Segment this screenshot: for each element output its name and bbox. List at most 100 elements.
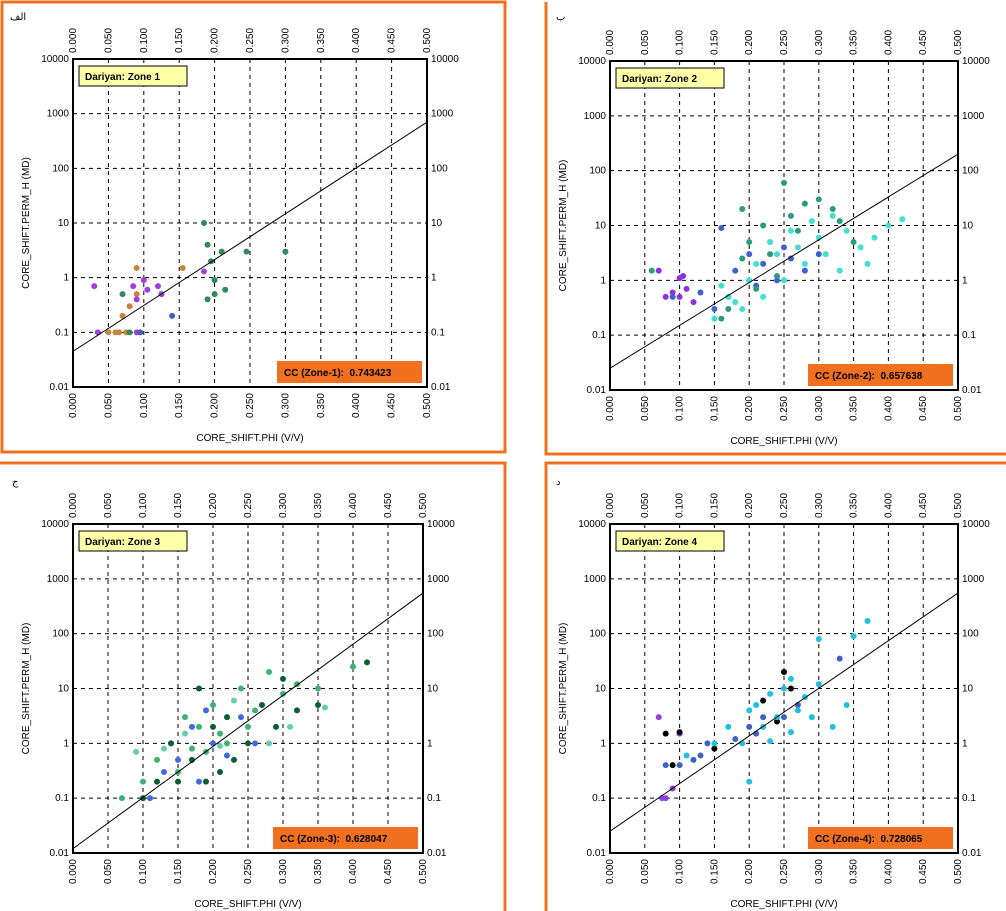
point — [662, 293, 669, 300]
x-tick-label: 0.050 — [640, 859, 651, 884]
point — [850, 239, 857, 246]
y-tick-label: 10 — [58, 218, 70, 229]
y-tick-label: 100 — [589, 629, 606, 640]
y-tick-label: 100 — [52, 629, 69, 640]
point — [774, 718, 781, 725]
y-tick-label: 1000 — [584, 574, 607, 585]
x-tick-label: 0.250 — [243, 859, 254, 884]
point — [224, 714, 230, 721]
x-tick-label: 0.400 — [351, 393, 362, 418]
point — [864, 260, 871, 267]
point — [179, 265, 186, 272]
point — [801, 260, 808, 267]
x-tick-label: 0.200 — [744, 859, 755, 884]
point — [196, 778, 202, 785]
plot-area — [73, 592, 423, 850]
point — [725, 306, 732, 313]
y-tick-label-right: 1000 — [962, 574, 985, 585]
point — [704, 740, 711, 747]
point — [116, 329, 123, 336]
point — [829, 205, 836, 212]
trend-line — [73, 121, 427, 352]
point — [836, 655, 843, 662]
point — [217, 742, 223, 749]
point — [711, 740, 718, 747]
point — [676, 762, 683, 769]
x-tick-label: 0.200 — [210, 393, 221, 418]
x-tick-label: 0.300 — [814, 396, 825, 421]
title-box — [615, 530, 725, 552]
title-box — [615, 67, 725, 89]
x-tick-label: 0.400 — [348, 859, 359, 884]
point — [697, 289, 704, 296]
point — [154, 756, 160, 763]
point — [794, 227, 801, 234]
x-tick-label-top: 0.200 — [744, 493, 755, 518]
point — [753, 260, 760, 267]
point — [732, 735, 739, 742]
point — [119, 291, 126, 298]
point — [161, 745, 167, 752]
y-tick-label: 10000 — [41, 54, 69, 65]
y-tick-label: 0.1 — [55, 793, 69, 804]
point — [315, 702, 321, 709]
x-tick-label-top: 0.250 — [245, 28, 256, 53]
point — [718, 225, 725, 232]
point — [885, 222, 892, 229]
x-tick-label: 0.450 — [383, 859, 394, 884]
x-tick-label: 0.000 — [68, 859, 79, 884]
point — [857, 244, 864, 251]
point — [287, 723, 293, 730]
point — [787, 255, 794, 262]
point — [711, 306, 718, 313]
point — [746, 239, 753, 246]
y-tick-label: 0.1 — [592, 330, 606, 341]
point — [168, 740, 174, 747]
title-box — [78, 530, 188, 552]
point — [760, 260, 767, 267]
point — [210, 723, 216, 730]
point — [683, 285, 690, 292]
point — [204, 296, 211, 303]
point — [690, 756, 697, 763]
x-tick-label-top: 0.200 — [208, 493, 219, 518]
point — [91, 283, 98, 290]
point — [147, 795, 153, 802]
x-tick-label-top: 0.400 — [883, 493, 894, 518]
y-tick-label: 0.01 — [50, 382, 70, 393]
point — [732, 267, 739, 274]
y-tick-label-right: 0.01 — [962, 848, 982, 859]
point — [252, 707, 258, 714]
x-tick-label-top: 0.300 — [814, 30, 825, 55]
x-tick-label: 0.350 — [316, 393, 327, 418]
y-tick-label-right: 10000 — [427, 519, 455, 530]
point — [815, 196, 822, 203]
point — [781, 277, 787, 284]
x-tick-label-top: 0.150 — [709, 30, 720, 55]
x-tick-label-top: 0.400 — [883, 30, 894, 55]
point — [133, 748, 139, 755]
point — [280, 690, 286, 697]
y-tick-label-right: 10000 — [962, 519, 990, 530]
point — [697, 752, 704, 759]
annotation-box — [808, 364, 953, 386]
x-tick-label-top: 0.100 — [675, 493, 686, 518]
point — [767, 239, 774, 246]
point — [196, 685, 202, 692]
point — [204, 241, 211, 248]
y-tick-label: 0.01 — [587, 848, 607, 859]
point — [231, 697, 237, 704]
point — [829, 723, 836, 730]
x-tick-label: 0.350 — [849, 859, 860, 884]
x-tick-label-top: 0.100 — [138, 493, 149, 518]
y-tick-label: 0.01 — [50, 848, 70, 859]
x-axis-label: CORE_SHIFT.PHI (V/V) — [194, 899, 301, 910]
point — [231, 756, 237, 763]
point — [787, 212, 794, 219]
point — [238, 714, 244, 721]
point — [175, 778, 181, 785]
point — [767, 251, 774, 258]
x-tick-label-top: 0.500 — [953, 30, 964, 55]
point — [259, 702, 265, 709]
point — [655, 267, 662, 274]
